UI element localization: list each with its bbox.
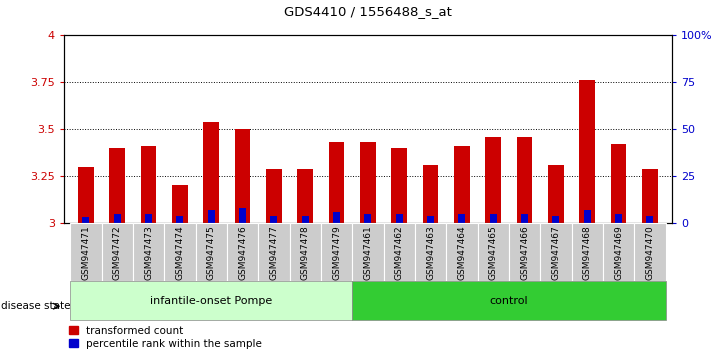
Text: GSM947476: GSM947476 [238,225,247,280]
FancyBboxPatch shape [164,223,196,281]
FancyBboxPatch shape [509,223,540,281]
Text: GSM947470: GSM947470 [646,225,654,280]
Text: GSM947464: GSM947464 [457,225,466,280]
Bar [552,216,560,223]
Bar [82,217,90,223]
Bar [208,210,215,223]
Text: GSM947474: GSM947474 [176,225,184,280]
FancyBboxPatch shape [415,223,447,281]
Bar [427,216,434,223]
Text: GSM947478: GSM947478 [301,225,310,280]
Text: GSM947467: GSM947467 [552,225,560,280]
Text: GSM947471: GSM947471 [82,225,90,280]
Text: GSM947462: GSM947462 [395,225,404,280]
FancyBboxPatch shape [384,223,415,281]
Bar [78,167,94,223]
FancyBboxPatch shape [133,223,164,281]
FancyBboxPatch shape [196,223,227,281]
Legend: transformed count, percentile rank within the sample: transformed count, percentile rank withi… [69,326,262,349]
Bar [490,214,497,223]
FancyBboxPatch shape [321,223,352,281]
Text: GSM947477: GSM947477 [269,225,279,280]
Bar [270,216,277,223]
FancyBboxPatch shape [102,223,133,281]
Bar [423,165,439,223]
Bar [486,137,501,223]
FancyBboxPatch shape [352,281,665,320]
FancyBboxPatch shape [258,223,289,281]
Text: GSM947473: GSM947473 [144,225,153,280]
FancyBboxPatch shape [289,223,321,281]
Bar [239,208,246,223]
Text: GDS4410 / 1556488_s_at: GDS4410 / 1556488_s_at [284,5,452,18]
FancyBboxPatch shape [572,223,603,281]
Text: disease state: disease state [1,301,71,311]
Text: control: control [490,296,528,306]
Bar [579,80,595,223]
Text: GSM947465: GSM947465 [488,225,498,280]
FancyBboxPatch shape [634,223,665,281]
Text: GSM947479: GSM947479 [332,225,341,280]
Bar [301,216,309,223]
FancyBboxPatch shape [540,223,572,281]
Bar [266,169,282,223]
Bar [141,146,156,223]
Bar [145,214,152,223]
Bar [176,216,183,223]
Text: GSM947472: GSM947472 [113,225,122,280]
Bar [615,214,622,223]
Bar [109,148,125,223]
FancyBboxPatch shape [70,223,102,281]
Text: GSM947461: GSM947461 [363,225,373,280]
Bar [646,216,653,223]
FancyBboxPatch shape [478,223,509,281]
FancyBboxPatch shape [227,223,258,281]
Text: GSM947466: GSM947466 [520,225,529,280]
FancyBboxPatch shape [603,223,634,281]
Bar [172,185,188,223]
Bar [328,142,344,223]
Bar [297,169,313,223]
Bar [611,144,626,223]
Bar [584,210,591,223]
FancyBboxPatch shape [352,223,384,281]
Bar [548,165,564,223]
Bar [235,129,250,223]
Text: GSM947475: GSM947475 [207,225,215,280]
Text: infantile-onset Pompe: infantile-onset Pompe [150,296,272,306]
Bar [521,214,528,223]
Text: GSM947469: GSM947469 [614,225,623,280]
Bar [459,214,466,223]
Bar [360,142,376,223]
Bar [333,212,340,223]
Bar [365,214,371,223]
FancyBboxPatch shape [447,223,478,281]
Text: GSM947463: GSM947463 [426,225,435,280]
Bar [114,214,121,223]
Bar [454,146,470,223]
FancyBboxPatch shape [70,281,352,320]
Bar [396,214,403,223]
Bar [642,169,658,223]
Bar [392,148,407,223]
Bar [203,122,219,223]
Text: GSM947468: GSM947468 [583,225,592,280]
Bar [517,137,533,223]
